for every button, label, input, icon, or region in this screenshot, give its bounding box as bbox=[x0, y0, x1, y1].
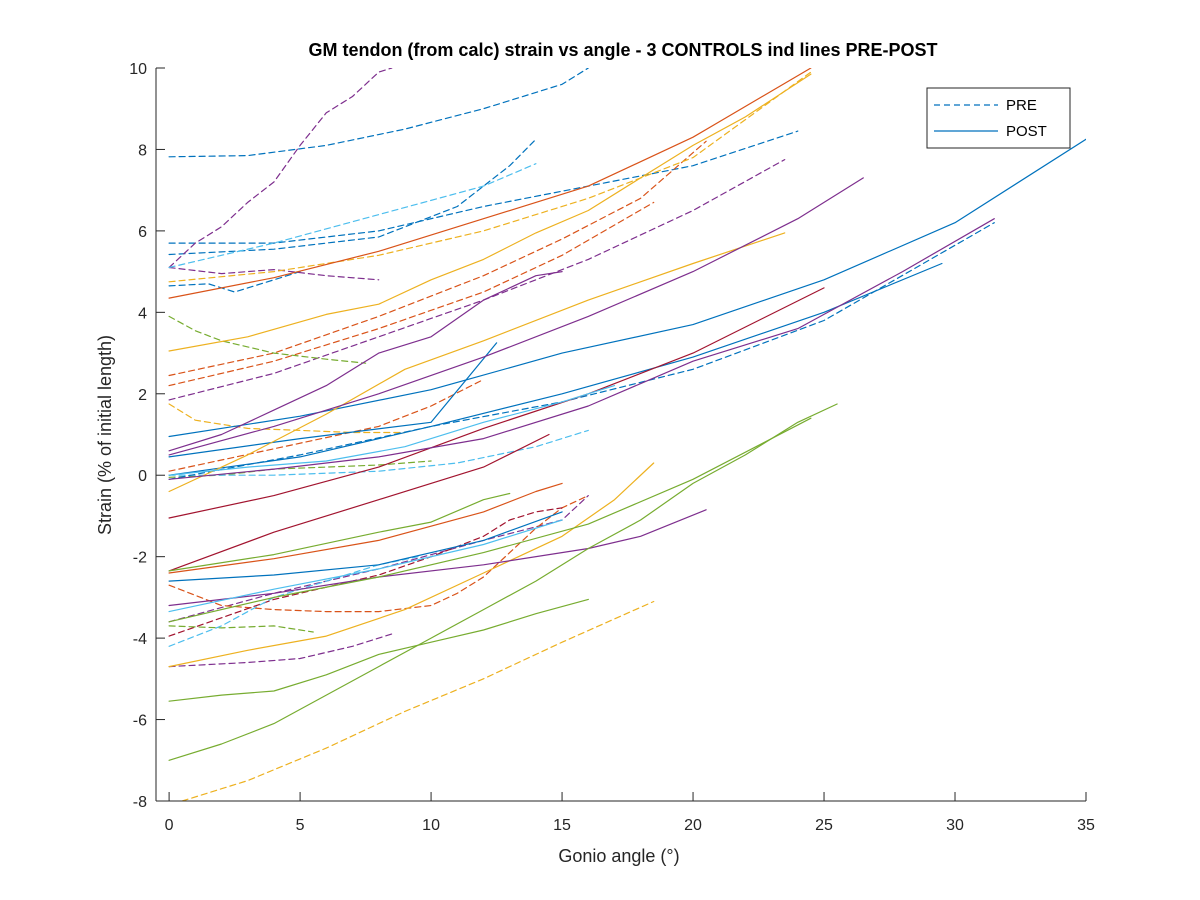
x-axis-label: Gonio angle (°) bbox=[558, 846, 679, 866]
y-tick-label: -4 bbox=[133, 631, 147, 648]
y-tick-label: 6 bbox=[138, 224, 147, 241]
x-tick-label: 35 bbox=[1077, 817, 1095, 834]
y-tick-label: 0 bbox=[138, 468, 147, 485]
legend-pre-label: PRE bbox=[1006, 97, 1037, 114]
series-line-post-25 bbox=[168, 342, 498, 458]
series-line-post-42 bbox=[168, 417, 812, 623]
series-line-pre-23 bbox=[168, 222, 995, 480]
series-line-post-39 bbox=[168, 598, 589, 702]
series-line-post-28 bbox=[168, 68, 812, 299]
series-layer bbox=[168, 68, 1086, 801]
series-line-pre-13 bbox=[168, 507, 563, 637]
chart-title: GM tendon (from calc) strain vs angle - … bbox=[308, 40, 937, 60]
series-line-post-33 bbox=[168, 232, 786, 493]
legend: PRE POST bbox=[926, 87, 1071, 149]
y-axis-label: Strain (% of initial length) bbox=[95, 335, 115, 535]
series-line-pre-20 bbox=[168, 163, 537, 269]
series-line-pre-11 bbox=[168, 378, 485, 472]
axes-layer: 0 5 10 15 20 25 30 35 -8 -6 -4 -2 0 2 4 6 8 10 bbox=[129, 61, 1095, 834]
legend-box bbox=[926, 87, 1071, 149]
y-tick-label: -2 bbox=[133, 550, 147, 567]
series-line-pre-14 bbox=[168, 71, 812, 283]
series-line-post-32 bbox=[168, 73, 812, 352]
x-tick-label: 30 bbox=[946, 817, 964, 834]
series-line-post-31 bbox=[168, 433, 550, 572]
series-line-post-40 bbox=[168, 403, 838, 761]
y-tick-label: 10 bbox=[129, 61, 147, 78]
x-tick-label: 20 bbox=[684, 817, 702, 834]
series-line-post-30 bbox=[168, 287, 825, 519]
series-line-post-36 bbox=[168, 177, 864, 456]
x-tick-label: 15 bbox=[553, 817, 571, 834]
series-line-post-34 bbox=[168, 462, 655, 668]
y-tick-label: -6 bbox=[133, 713, 147, 730]
series-line-pre-1 bbox=[168, 130, 799, 244]
series-line-pre-8 bbox=[168, 495, 589, 623]
series-line-pre-10 bbox=[168, 201, 655, 387]
series-line-post-27 bbox=[168, 511, 563, 582]
series-line-pre-9 bbox=[168, 140, 707, 377]
y-tick-label: 2 bbox=[138, 387, 147, 404]
y-tick-label: 8 bbox=[138, 142, 147, 159]
series-line-pre-5 bbox=[168, 266, 380, 281]
series-line-pre-12 bbox=[168, 495, 589, 613]
legend-post-label: POST bbox=[1006, 123, 1047, 140]
x-tick-label: 10 bbox=[422, 817, 440, 834]
series-line-post-24 bbox=[168, 138, 1086, 438]
series-line-post-35 bbox=[168, 271, 563, 452]
series-line-pre-0 bbox=[168, 68, 589, 158]
series-line-pre-7 bbox=[168, 633, 393, 668]
series-line-post-44 bbox=[168, 385, 616, 476]
series-line-post-26 bbox=[168, 262, 943, 476]
series-line-pre-19 bbox=[168, 625, 314, 633]
y-tick-label: -8 bbox=[133, 794, 147, 811]
series-line-post-41 bbox=[168, 492, 511, 572]
series-line-post-43 bbox=[168, 519, 563, 613]
series-line-post-37 bbox=[168, 218, 995, 480]
x-tick-label: 5 bbox=[296, 817, 305, 834]
series-line-pre-4 bbox=[168, 68, 393, 269]
series-line-post-29 bbox=[168, 482, 563, 574]
y-tick-label: 4 bbox=[138, 305, 147, 322]
x-tick-label: 25 bbox=[815, 817, 833, 834]
series-line-post-38 bbox=[168, 509, 707, 607]
series-line-pre-3 bbox=[168, 271, 301, 293]
series-line-pre-15 bbox=[168, 403, 406, 434]
x-tick-label: 0 bbox=[165, 817, 174, 834]
series-line-pre-16 bbox=[181, 600, 655, 801]
series-line-pre-17 bbox=[168, 315, 367, 364]
series-line-pre-2 bbox=[168, 138, 537, 256]
